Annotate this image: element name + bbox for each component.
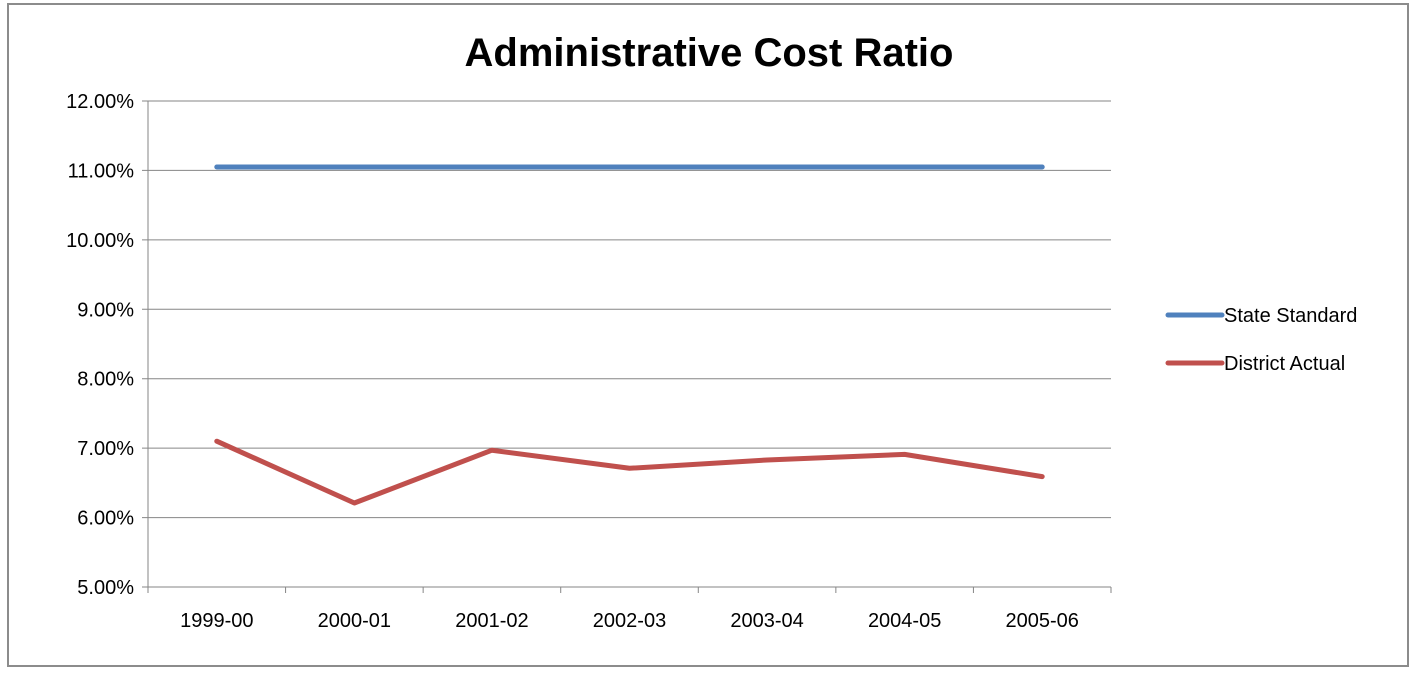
y-tick-label: 11.00% bbox=[68, 160, 135, 182]
y-tick-label: 9.00% bbox=[77, 299, 134, 321]
chart-frame bbox=[7, 3, 1409, 667]
legend-label: District Actual bbox=[1224, 353, 1345, 375]
x-tick-label: 1999-00 bbox=[180, 610, 253, 632]
y-axis: 5.00% 6.00% 7.00% 8.00% 9.00% 10.00% 11.00% 12.… bbox=[66, 91, 149, 599]
legend: State Standard District Actual bbox=[1165, 305, 1357, 375]
chart-title: Administrative Cost Ratio bbox=[465, 31, 954, 75]
y-tick-label: 8.00% bbox=[77, 369, 134, 391]
y-tick-label: 10.00% bbox=[66, 230, 134, 252]
x-tick-label: 2003-04 bbox=[730, 610, 803, 632]
x-tick-label: 2005-06 bbox=[1006, 610, 1079, 632]
x-tick-label: 2004-05 bbox=[868, 610, 941, 632]
y-tick-label: 7.00% bbox=[77, 438, 134, 460]
x-axis: 1999-00 2000-01 2001-02 2002-03 2003-04 2004-… bbox=[147, 586, 1112, 632]
y-tick-label: 5.00% bbox=[77, 577, 134, 599]
y-tick-label: 6.00% bbox=[77, 508, 134, 530]
legend-label: State Standard bbox=[1224, 305, 1357, 327]
y-tick-label: 12.00% bbox=[66, 91, 134, 113]
series-line-district-actual bbox=[214, 438, 1045, 506]
series-lines bbox=[214, 164, 1045, 506]
gridlines bbox=[142, 100, 1111, 588]
x-tick-label: 2002-03 bbox=[593, 610, 666, 632]
x-tick-label: 2001-02 bbox=[455, 610, 528, 632]
x-tick-label: 2000-01 bbox=[318, 610, 391, 632]
